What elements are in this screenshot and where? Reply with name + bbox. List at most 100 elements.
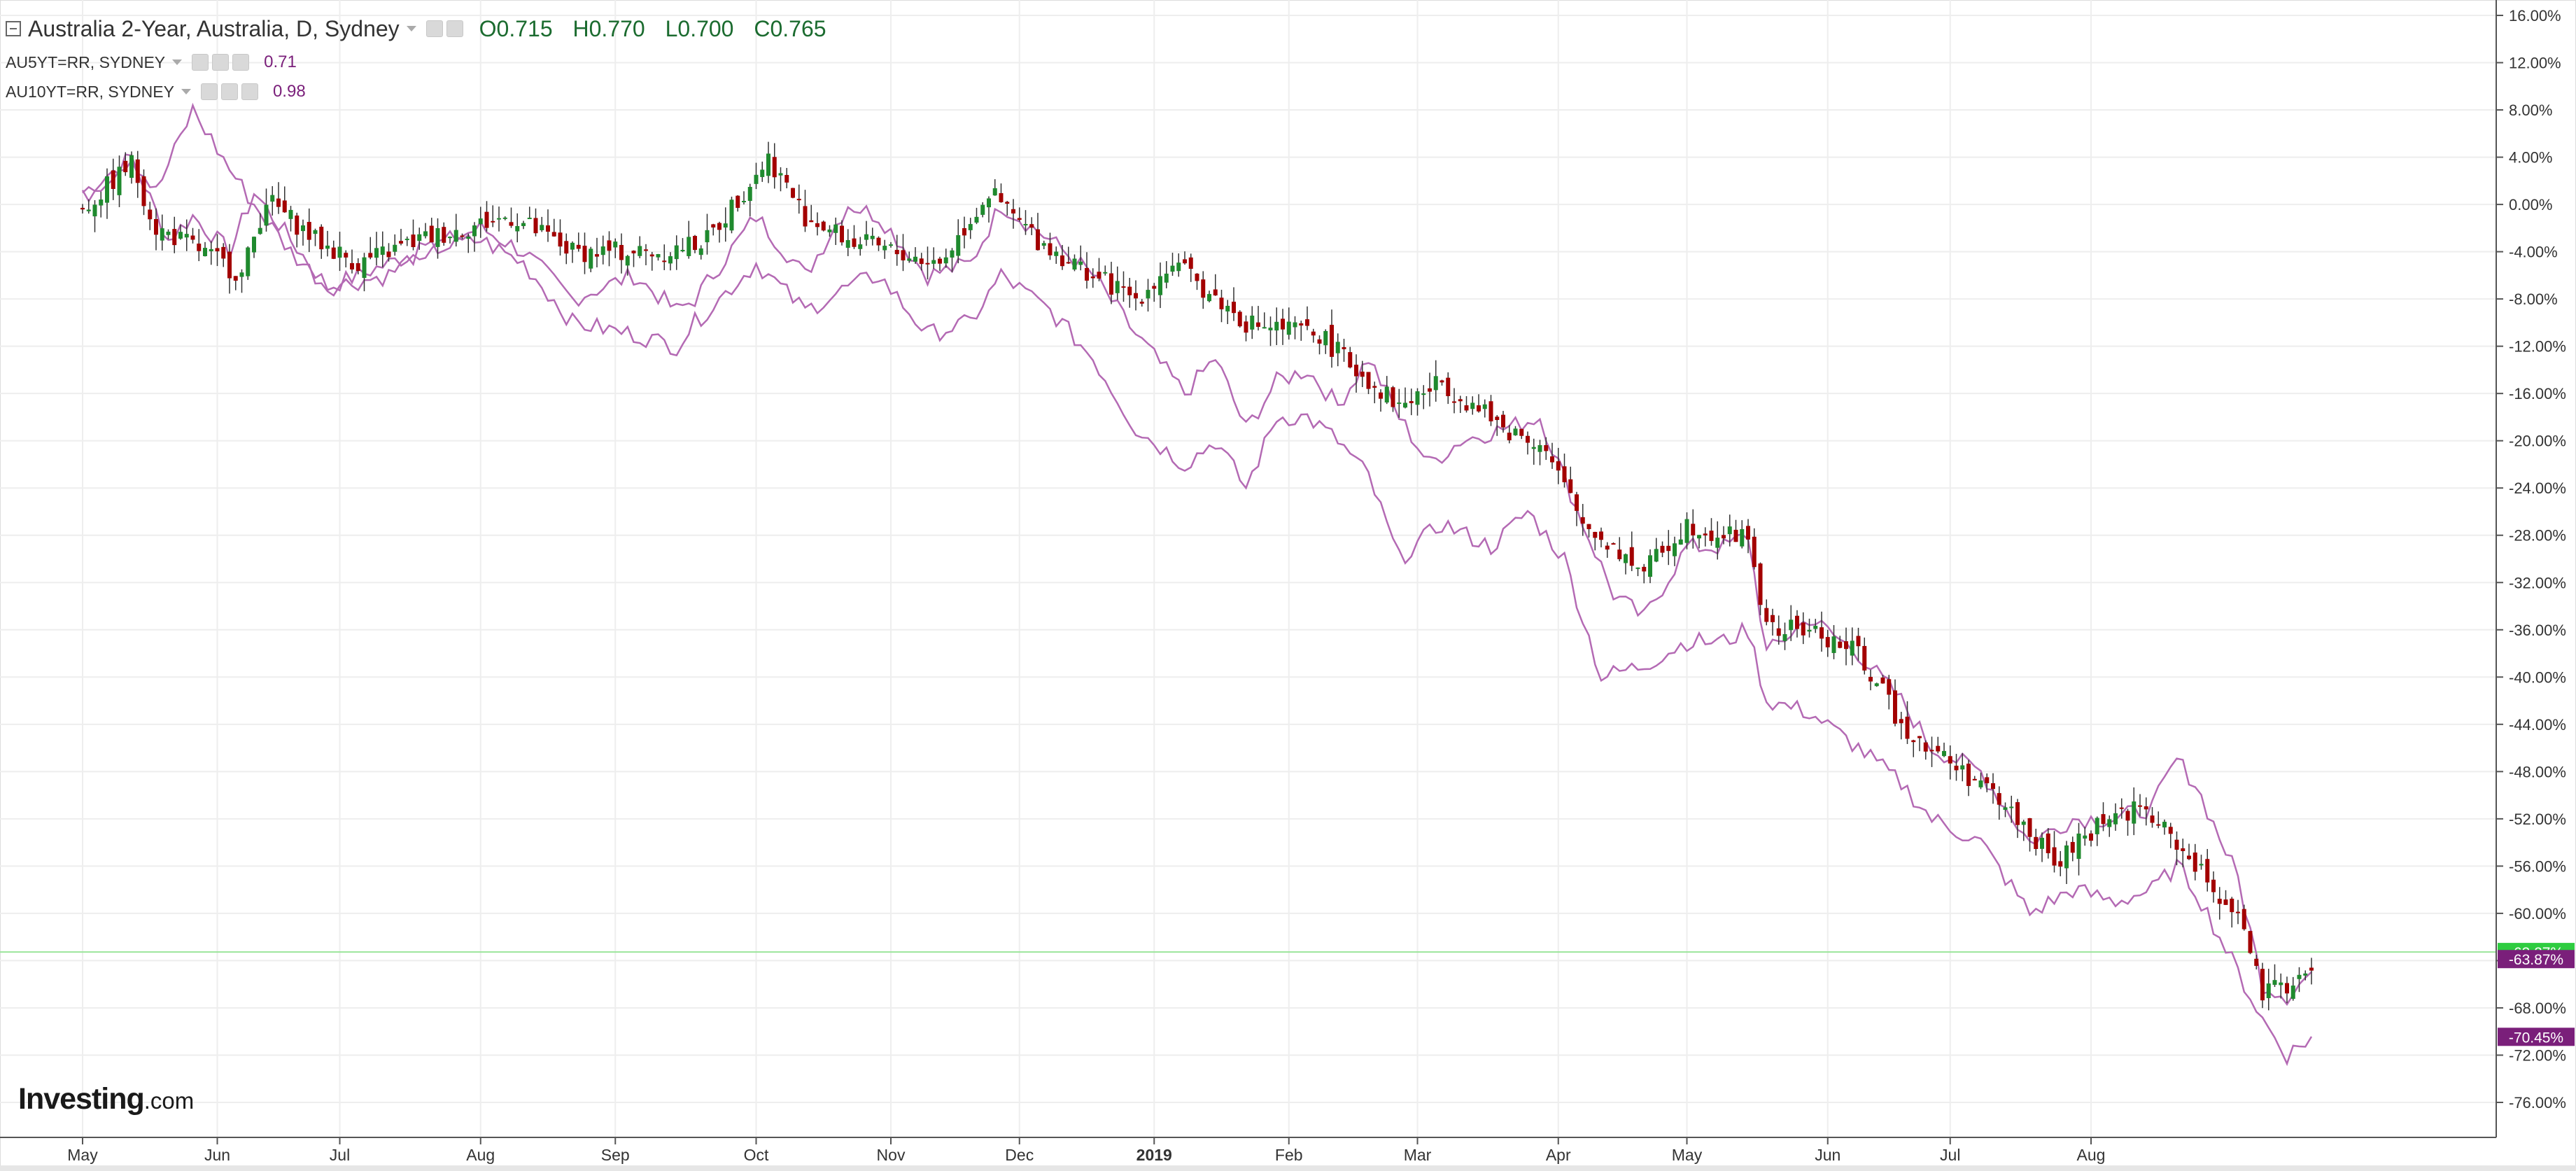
- candle-body: [1470, 402, 1475, 409]
- candle: [882, 239, 887, 259]
- candle-body: [1183, 259, 1187, 264]
- candle-body: [1648, 555, 1652, 577]
- close-icon[interactable]: [232, 54, 250, 71]
- candle-body: [533, 218, 538, 234]
- candle: [1642, 563, 1647, 584]
- candle: [1526, 431, 1530, 455]
- candle: [747, 183, 752, 217]
- candle-body: [1176, 262, 1181, 272]
- chevron-down-icon[interactable]: [172, 59, 183, 65]
- candle: [1550, 442, 1554, 469]
- candle: [233, 276, 238, 290]
- candle-body: [184, 234, 189, 238]
- candle: [1464, 395, 1469, 413]
- price-label: -63.87%: [2498, 950, 2575, 969]
- y-tick-label: -44.00%: [2509, 716, 2566, 734]
- candle-body: [1495, 416, 1500, 421]
- candle: [2290, 976, 2295, 1001]
- candle-body: [215, 248, 220, 252]
- candle-body: [466, 237, 471, 239]
- candle: [1317, 335, 1322, 355]
- candle-body: [1874, 683, 1879, 687]
- candle: [1446, 372, 1451, 405]
- candle: [460, 233, 465, 239]
- candle: [1513, 426, 1518, 436]
- gear-icon[interactable]: [212, 54, 230, 71]
- candle-body: [907, 258, 912, 261]
- candle: [809, 204, 814, 223]
- series-label-10y[interactable]: AU10YT=RR, SYDNEY: [6, 82, 174, 101]
- candle-body: [950, 250, 955, 258]
- candle-body: [809, 220, 814, 223]
- candle-body: [1825, 637, 1830, 647]
- candle: [1477, 394, 1481, 413]
- candle-body: [1544, 444, 1549, 451]
- candle: [1537, 440, 1542, 465]
- collapse-icon[interactable]: [6, 21, 21, 36]
- candle-body: [172, 229, 177, 246]
- candle-body: [135, 159, 140, 183]
- candle: [980, 202, 985, 218]
- candle-body: [1709, 531, 1714, 541]
- eye-icon[interactable]: [425, 20, 443, 37]
- candle: [2205, 848, 2210, 892]
- candle: [754, 162, 759, 190]
- candle-body: [1893, 690, 1897, 724]
- candle-body: [221, 246, 226, 259]
- close-icon[interactable]: [241, 83, 258, 100]
- candle-body: [919, 258, 924, 265]
- candle: [1134, 280, 1138, 311]
- candle-body: [925, 262, 930, 265]
- candle-body: [803, 206, 808, 227]
- series-line-10y: [81, 102, 2313, 1067]
- candle-body: [760, 169, 765, 177]
- candle: [1899, 711, 1903, 740]
- candle: [448, 236, 452, 244]
- candle: [1507, 425, 1512, 444]
- candle-body: [423, 231, 428, 237]
- gear-icon[interactable]: [220, 83, 238, 100]
- chevron-down-icon[interactable]: [406, 26, 416, 31]
- candle-body: [901, 250, 906, 260]
- candle: [1090, 268, 1095, 288]
- candle: [1207, 290, 1211, 302]
- candle-body: [2156, 824, 2161, 826]
- main-title[interactable]: Australia 2-Year, Australia, D, Sydney: [28, 15, 400, 41]
- y-tick-label: -40.00%: [2509, 668, 2566, 686]
- candle: [1397, 388, 1402, 418]
- candle-body: [2162, 822, 2167, 828]
- eye-icon[interactable]: [200, 83, 218, 100]
- candle: [1330, 309, 1334, 368]
- eye-icon[interactable]: [192, 54, 209, 71]
- candle-body: [1428, 388, 1432, 392]
- candle-body: [1458, 399, 1463, 402]
- candle-body: [1691, 524, 1696, 535]
- candle-body: [644, 249, 648, 251]
- candle-body: [1629, 547, 1634, 566]
- candle: [148, 202, 153, 230]
- gear-icon[interactable]: [446, 20, 463, 37]
- chevron-down-icon[interactable]: [181, 89, 191, 94]
- candle-body: [2285, 983, 2289, 994]
- candle-body: [1409, 401, 1414, 404]
- candle-body: [2272, 980, 2277, 986]
- candle: [698, 245, 703, 260]
- candle: [1954, 754, 1959, 781]
- candle: [1825, 629, 1830, 657]
- candle: [894, 234, 899, 266]
- candle-body: [1764, 608, 1769, 622]
- candle-body: [2248, 931, 2253, 953]
- candle: [1488, 395, 1493, 426]
- candle: [693, 234, 697, 253]
- candle-body: [1795, 615, 1799, 629]
- candle: [1635, 567, 1640, 577]
- candle-body: [1366, 372, 1371, 389]
- candle-body: [1746, 526, 1750, 540]
- candle-body: [1507, 433, 1512, 441]
- candle: [1776, 615, 1781, 645]
- candle-body: [2205, 859, 2210, 883]
- candle-body: [2193, 853, 2197, 872]
- series-label-5y[interactable]: AU5YT=RR, SYDNEY: [6, 52, 166, 71]
